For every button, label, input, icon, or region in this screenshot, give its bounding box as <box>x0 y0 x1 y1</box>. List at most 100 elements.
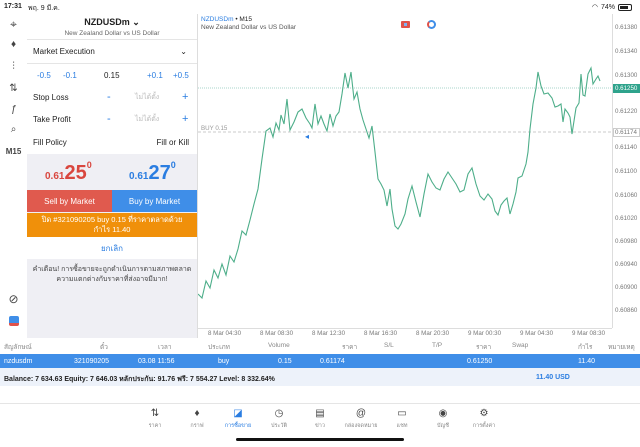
take-profit-plus-button[interactable]: + <box>182 113 189 125</box>
wifi-icon: ◠ <box>591 4 598 11</box>
y-tick: 0.61220 <box>615 108 638 115</box>
trade-buttons: Sell by Market Buy by Market <box>27 190 197 212</box>
x-tick: 9 Mar 04:30 <box>520 330 554 337</box>
symbol-selector[interactable]: NZDUSDm ⌄ <box>84 17 140 27</box>
buy-price-tag: 0.61174 <box>613 128 640 137</box>
order-panel: NZDUSDm ⌄ New Zealand Dollar vs US Dolla… <box>27 14 198 338</box>
y-tick: 0.61140 <box>615 144 637 151</box>
trade-icon: ◪ <box>233 408 243 419</box>
cancel-button[interactable]: ยกเลิก <box>27 237 197 259</box>
x-tick: 8 Mar 04:30 <box>208 330 242 337</box>
volume-minus-0.1-button[interactable]: -0.1 <box>63 70 77 80</box>
settings-sliders-icon[interactable]: ⇅ <box>9 83 18 94</box>
svg-text:◂: ◂ <box>305 132 309 141</box>
symbol-description: New Zealand Dollar vs US Dollar <box>64 30 160 37</box>
y-tick: 0.61380 <box>615 24 638 31</box>
buy-by-market-button[interactable]: Buy by Market <box>112 190 197 212</box>
buy-line-label: BUY 0.15 <box>201 125 228 132</box>
y-axis <box>612 14 613 328</box>
price-line-plot: ◂ <box>198 66 612 300</box>
timeframe-button[interactable]: M15 <box>5 147 22 156</box>
one-click-trading-icon[interactable] <box>401 21 410 28</box>
chart-icon: ♦ <box>194 408 200 419</box>
volume-input[interactable]: 0.15 <box>104 70 120 80</box>
volume-plus-0.5-button[interactable]: +0.5 <box>173 70 189 80</box>
volume-plus-0.1-button[interactable]: +0.1 <box>147 70 163 80</box>
ask-price: 0.61270 <box>129 160 176 184</box>
x-tick: 8 Mar 08:30 <box>260 330 294 337</box>
volume-row: -0.5 -0.1 0.15 +0.1 +0.5 <box>27 64 197 86</box>
nav-settings[interactable]: ⚙ การตั้งค่า <box>464 408 504 430</box>
y-tick: 0.60860 <box>615 307 638 314</box>
sell-by-market-button[interactable]: Sell by Market <box>27 190 112 212</box>
close-position-button[interactable]: ปิด #321090205 buy 0.15 ที่ราคาตลาดด้วย … <box>27 213 197 237</box>
stop-loss-plus-button[interactable]: + <box>182 91 189 103</box>
candles-icon[interactable]: ♦ <box>10 39 17 50</box>
battery-percent: 74% <box>600 3 615 11</box>
home-indicator[interactable] <box>236 438 404 441</box>
trades-table-header: สัญลักษณ์ ตั๋ว เวลา ประเภท Volume ราคา S… <box>0 338 640 354</box>
price-display: 0.61250 0.61270 <box>27 154 197 190</box>
crosshair-icon[interactable]: ⌖ <box>10 17 17 31</box>
take-profit-input[interactable]: ไม่ได้ตั้ง <box>135 115 160 123</box>
y-tick: 0.61300 <box>615 72 638 79</box>
quotes-icon: ⇅ <box>150 408 160 419</box>
y-tick: 0.60940 <box>615 261 638 268</box>
x-tick: 8 Mar 16:30 <box>364 330 398 337</box>
history-icon: ◷ <box>274 408 284 419</box>
y-tick: 0.60900 <box>615 284 638 291</box>
left-toolbar: ⌖ ♦ ⫶ ⇅ ƒ ⌕ M15 ⊘ <box>0 14 27 338</box>
chart-search-icon[interactable]: ⊘ <box>8 292 19 306</box>
status-right: ◠ 74% <box>592 3 632 11</box>
account-summary: Balance: 7 634.63 Equity: 7 646.03 หลักป… <box>0 368 640 386</box>
nav-news[interactable]: ▤ ข่าว <box>300 408 340 430</box>
fill-policy-value: Fill or Kill <box>156 137 189 147</box>
stop-loss-row: Stop Loss - ไม่ได้ตั้ง + <box>27 86 197 108</box>
app-logo-icon[interactable] <box>0 316 27 329</box>
total-profit: 11.40 USD <box>536 374 570 381</box>
current-price-tag: 0.61250 <box>613 84 640 93</box>
battery-icon <box>618 3 632 11</box>
chevron-down-icon: ⌄ <box>132 17 140 27</box>
function-icon[interactable]: ƒ <box>10 104 17 115</box>
nav-trade[interactable]: ◪ การซื้อขาย <box>218 408 258 430</box>
stop-loss-minus-button[interactable]: - <box>107 91 111 103</box>
nav-account[interactable]: ◉ บัญชี <box>423 408 463 430</box>
x-tick: 9 Mar 08:30 <box>572 330 606 337</box>
date: พฤ. 9 มี.ค. <box>28 5 60 12</box>
news-icon: ▤ <box>315 408 325 419</box>
indicators-icon[interactable]: ⫶ <box>12 61 15 72</box>
nav-chat[interactable]: ▭ แชท <box>382 408 422 430</box>
symbol-header[interactable]: NZDUSDm ⌄ New Zealand Dollar vs US Dolla… <box>27 14 197 40</box>
chart-mode-icon[interactable] <box>427 20 436 29</box>
bid-price: 0.61250 <box>45 160 92 184</box>
y-tick: 0.61100 <box>615 168 637 175</box>
volume-minus-0.5-button[interactable]: -0.5 <box>37 70 51 80</box>
take-profit-minus-button[interactable]: - <box>107 113 111 125</box>
objects-icon[interactable]: ⌕ <box>10 124 17 135</box>
warning-text: คำเตือน! การซื้อขายจะถูกดำเนินการตามสภาพ… <box>32 266 192 283</box>
trade-row[interactable]: nzdusdm 321090205 03.08 11:56 buy 0.15 0… <box>0 354 640 368</box>
nav-mailbox[interactable]: @ กล่องจดหมาย <box>341 408 381 430</box>
y-tick: 0.61340 <box>615 48 638 55</box>
clock: 17:31 <box>4 3 22 10</box>
status-bar: 17:31 พฤ. 9 มี.ค. ◠ 74% <box>0 0 640 14</box>
y-tick: 0.61060 <box>615 192 638 199</box>
x-tick: 9 Mar 00:30 <box>468 330 502 337</box>
balance-summary: Balance: 7 634.63 Equity: 7 646.03 หลักป… <box>4 376 275 383</box>
x-tick: 8 Mar 12:30 <box>312 330 346 337</box>
chart-subtitle: New Zealand Dollar vs US Dollar <box>201 24 297 31</box>
stop-loss-input[interactable]: ไม่ได้ตั้ง <box>135 93 160 101</box>
settings-icon: ⚙ <box>479 408 489 419</box>
nav-quotes[interactable]: ⇅ ราคา <box>135 408 175 430</box>
execution-type-select[interactable]: Market Execution ⌄ <box>27 40 197 64</box>
account-icon: ◉ <box>438 408 448 419</box>
y-tick: 0.61020 <box>615 215 638 222</box>
price-chart[interactable]: NZDUSDm • M15 New Zealand Dollar vs US D… <box>198 14 640 338</box>
nav-chart[interactable]: ♦ กราฟ <box>177 408 217 430</box>
x-tick: 8 Mar 20:30 <box>416 330 450 337</box>
fill-policy-row[interactable]: Fill Policy Fill or Kill <box>27 130 197 154</box>
mailbox-icon: @ <box>355 408 367 419</box>
nav-history[interactable]: ◷ ประวัติ <box>259 408 299 430</box>
chart-title: NZDUSDm • M15 <box>201 16 253 23</box>
